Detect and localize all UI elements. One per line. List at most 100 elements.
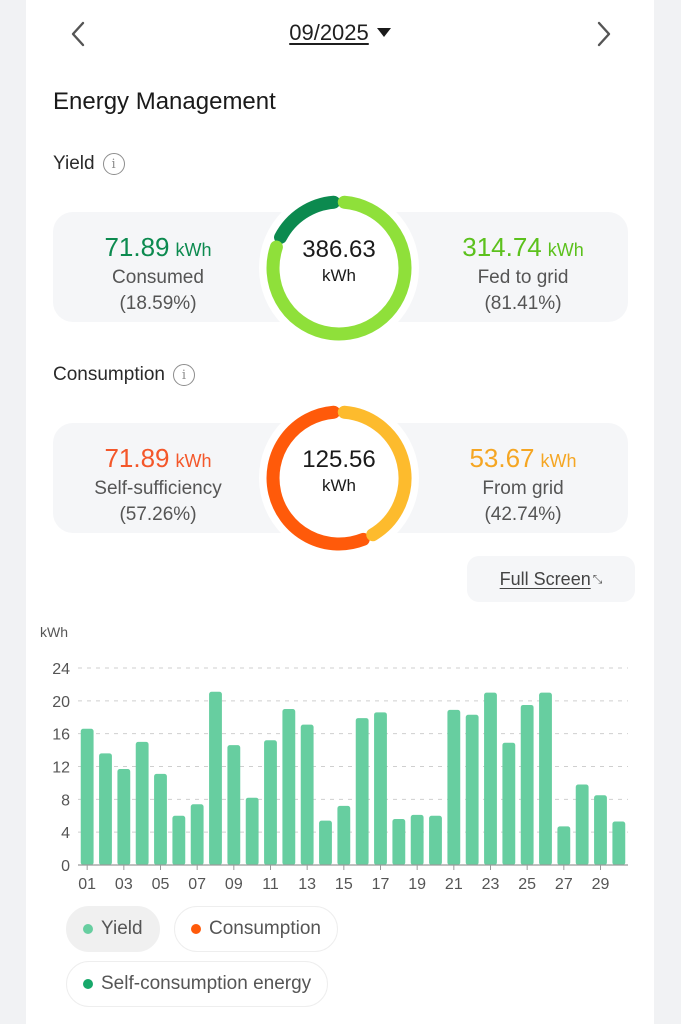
chevron-left-icon[interactable] xyxy=(60,16,96,52)
x-tick-label: 09 xyxy=(225,876,243,893)
legend-chip-yield[interactable]: Yield xyxy=(66,906,160,952)
self-percent: (57.26%) xyxy=(119,504,197,525)
fed-label: Fed to grid xyxy=(477,267,569,288)
legend-chip-consumption[interactable]: Consumption xyxy=(174,906,338,952)
yield-section-label: Yield i xyxy=(53,153,125,175)
month-label: 09/2025 xyxy=(289,20,369,45)
bar-04 xyxy=(135,741,149,866)
y-tick-label: 24 xyxy=(52,661,70,678)
full-screen-button[interactable]: Full Screen ⤡ xyxy=(467,556,635,602)
chevron-right-icon[interactable] xyxy=(586,16,622,52)
bar-06 xyxy=(172,815,186,865)
grid-label: From grid xyxy=(482,478,564,499)
daily-energy-bar-chart: kWh 0 4 8 12 16 20 24 01 03 05 07 09 11 13 15 17 19 21 23 25… xyxy=(40,624,628,893)
x-tick-label: 13 xyxy=(298,876,316,893)
bar-10 xyxy=(245,797,259,865)
bar-25 xyxy=(520,704,534,865)
y-tick-label: 0 xyxy=(61,858,70,875)
yield-total-unit: kWh xyxy=(322,266,356,285)
consumption-label: Consumption xyxy=(53,364,165,385)
bar-03 xyxy=(117,768,131,865)
y-tick-label: 20 xyxy=(52,694,70,711)
consumption-donut: 125.56 kWh xyxy=(259,398,419,558)
x-tick-label: 15 xyxy=(335,876,353,893)
bar-08 xyxy=(209,691,222,865)
energy-management-page: 09/2025 Energy Management Yield i 71.89 k… xyxy=(26,0,654,1024)
bar-05 xyxy=(154,773,167,865)
consumption-total: 125.56 kWh xyxy=(259,446,419,496)
legend-dot xyxy=(191,924,201,934)
consumption-total-value: 125.56 xyxy=(302,446,376,473)
month-navigator: 09/2025 xyxy=(26,0,654,68)
grid-value: 53.67 xyxy=(469,443,535,473)
y-tick-label: 8 xyxy=(61,792,70,809)
y-tick-label: 12 xyxy=(52,760,70,777)
bar-29 xyxy=(594,795,607,865)
self-label: Self-sufficiency xyxy=(94,478,222,499)
x-tick-label: 25 xyxy=(518,876,536,893)
x-tick-label: 29 xyxy=(592,876,610,893)
bar-26 xyxy=(539,692,552,866)
x-tick-label: 23 xyxy=(482,876,500,893)
fed-value: 314.74 xyxy=(462,232,542,262)
yield-total-value: 386.63 xyxy=(302,236,376,263)
bar-15 xyxy=(337,805,351,865)
grid-percent: (42.74%) xyxy=(484,504,562,525)
y-tick-label: 16 xyxy=(52,727,70,744)
consumed-unit: kWh xyxy=(175,240,212,260)
donut-segment-self-sufficiency xyxy=(266,405,370,551)
donut-segment-fed-to-grid xyxy=(266,195,412,341)
self-value-row: 71.89 kWh xyxy=(53,443,263,474)
y-tick-label: 4 xyxy=(61,825,70,842)
x-tick-label: 21 xyxy=(445,876,463,893)
bar-18 xyxy=(392,819,406,865)
x-tick-label: 19 xyxy=(408,876,426,893)
bar-21 xyxy=(447,709,461,865)
bar-02 xyxy=(99,753,112,865)
self-unit: kWh xyxy=(175,451,212,471)
bar-09 xyxy=(227,745,241,865)
bar-30 xyxy=(612,821,626,865)
month-dropdown[interactable]: 09/2025 xyxy=(26,20,654,46)
legend-dot xyxy=(83,979,93,989)
info-icon[interactable]: i xyxy=(102,153,125,175)
fed-unit: kWh xyxy=(547,240,584,260)
consumption-from-grid: 53.67 kWh From grid (42.74%) xyxy=(418,423,628,533)
legend-chip-self-consumption[interactable]: Self-consumption energy xyxy=(66,961,329,1007)
expand-icon: ⤡ xyxy=(592,571,603,586)
legend-dot xyxy=(83,924,93,934)
x-tick-label: 05 xyxy=(152,876,170,893)
bar-11 xyxy=(264,740,277,865)
grid-value-row: 53.67 kWh xyxy=(418,443,628,474)
donut-segment-consumed xyxy=(274,195,341,244)
fed-value-row: 314.74 kWh xyxy=(418,232,628,263)
yield-donut: 386.63 kWh xyxy=(259,188,419,348)
yield-total: 386.63 kWh xyxy=(259,236,419,286)
donut-segment-from-grid xyxy=(337,405,412,542)
x-tick-label: 03 xyxy=(115,876,133,893)
x-tick-label: 11 xyxy=(262,876,279,893)
full-screen-label: Full Screen xyxy=(499,568,591,589)
bar-28 xyxy=(575,784,589,865)
bar-07 xyxy=(190,804,204,865)
y-axis-label: kWh xyxy=(40,624,68,640)
consumed-value: 71.89 xyxy=(104,232,170,262)
info-icon[interactable]: i xyxy=(172,364,195,386)
bar-20 xyxy=(429,815,442,865)
legend-label: Consumption xyxy=(209,918,321,939)
fed-percent: (81.41%) xyxy=(484,293,562,314)
bar-23 xyxy=(484,692,497,866)
x-tick-label: 17 xyxy=(372,876,390,893)
bar-01 xyxy=(80,728,94,865)
yield-consumed: 71.89 kWh Consumed (18.59%) xyxy=(53,212,263,322)
bar-19 xyxy=(410,814,424,865)
bar-17 xyxy=(374,712,387,865)
consumed-value-row: 71.89 kWh xyxy=(53,232,263,263)
x-tick-label: 07 xyxy=(188,876,206,893)
self-value: 71.89 xyxy=(104,443,170,473)
bar-24 xyxy=(502,742,516,865)
bar-14 xyxy=(319,820,332,865)
bar-22 xyxy=(465,714,479,865)
consumption-self-sufficiency: 71.89 kWh Self-sufficiency (57.26%) xyxy=(53,423,263,533)
consumed-percent: (18.59%) xyxy=(119,293,197,314)
